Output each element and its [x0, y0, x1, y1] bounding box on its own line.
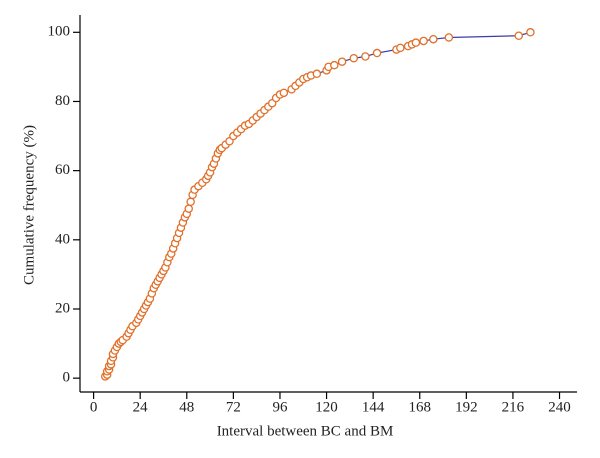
series-line	[104, 31, 531, 377]
data-point	[184, 204, 193, 213]
data-point	[444, 33, 454, 42]
data-point	[361, 52, 370, 61]
data-point	[349, 53, 358, 63]
x-tick-label: 48	[179, 399, 194, 415]
x-tick-label: 192	[455, 399, 478, 415]
data-point	[372, 48, 382, 58]
data-point	[186, 197, 195, 207]
data-point	[429, 34, 438, 44]
x-tick-label: 72	[226, 399, 241, 415]
y-tick-label: 20	[55, 300, 70, 316]
data-point	[419, 36, 428, 46]
data-point	[526, 28, 535, 37]
x-tick-label: 240	[548, 399, 571, 415]
data-point	[330, 60, 339, 70]
x-tick-label: 96	[272, 399, 288, 415]
x-tick-label: 120	[315, 399, 338, 415]
data-point	[411, 38, 421, 47]
data-point	[337, 57, 347, 66]
data-point	[312, 69, 322, 79]
y-tick-label: 80	[55, 93, 70, 109]
data-point	[514, 31, 524, 41]
x-tick-label: 216	[502, 399, 525, 415]
y-axis-title: Cumulative frequency (%)	[21, 125, 37, 285]
x-tick-label: 0	[90, 399, 98, 415]
y-tick-label: 60	[55, 162, 70, 178]
x-tick-label: 168	[408, 399, 431, 415]
x-tick-label: 144	[362, 399, 385, 415]
y-tick-label: 40	[55, 231, 70, 247]
y-tick-label: 0	[63, 370, 71, 386]
data-point	[396, 43, 405, 53]
y-tick-label: 100	[48, 24, 71, 40]
data-point	[279, 88, 289, 98]
x-tick-label: 24	[133, 399, 149, 415]
x-axis-title: Interval between BC and BM	[217, 423, 394, 439]
